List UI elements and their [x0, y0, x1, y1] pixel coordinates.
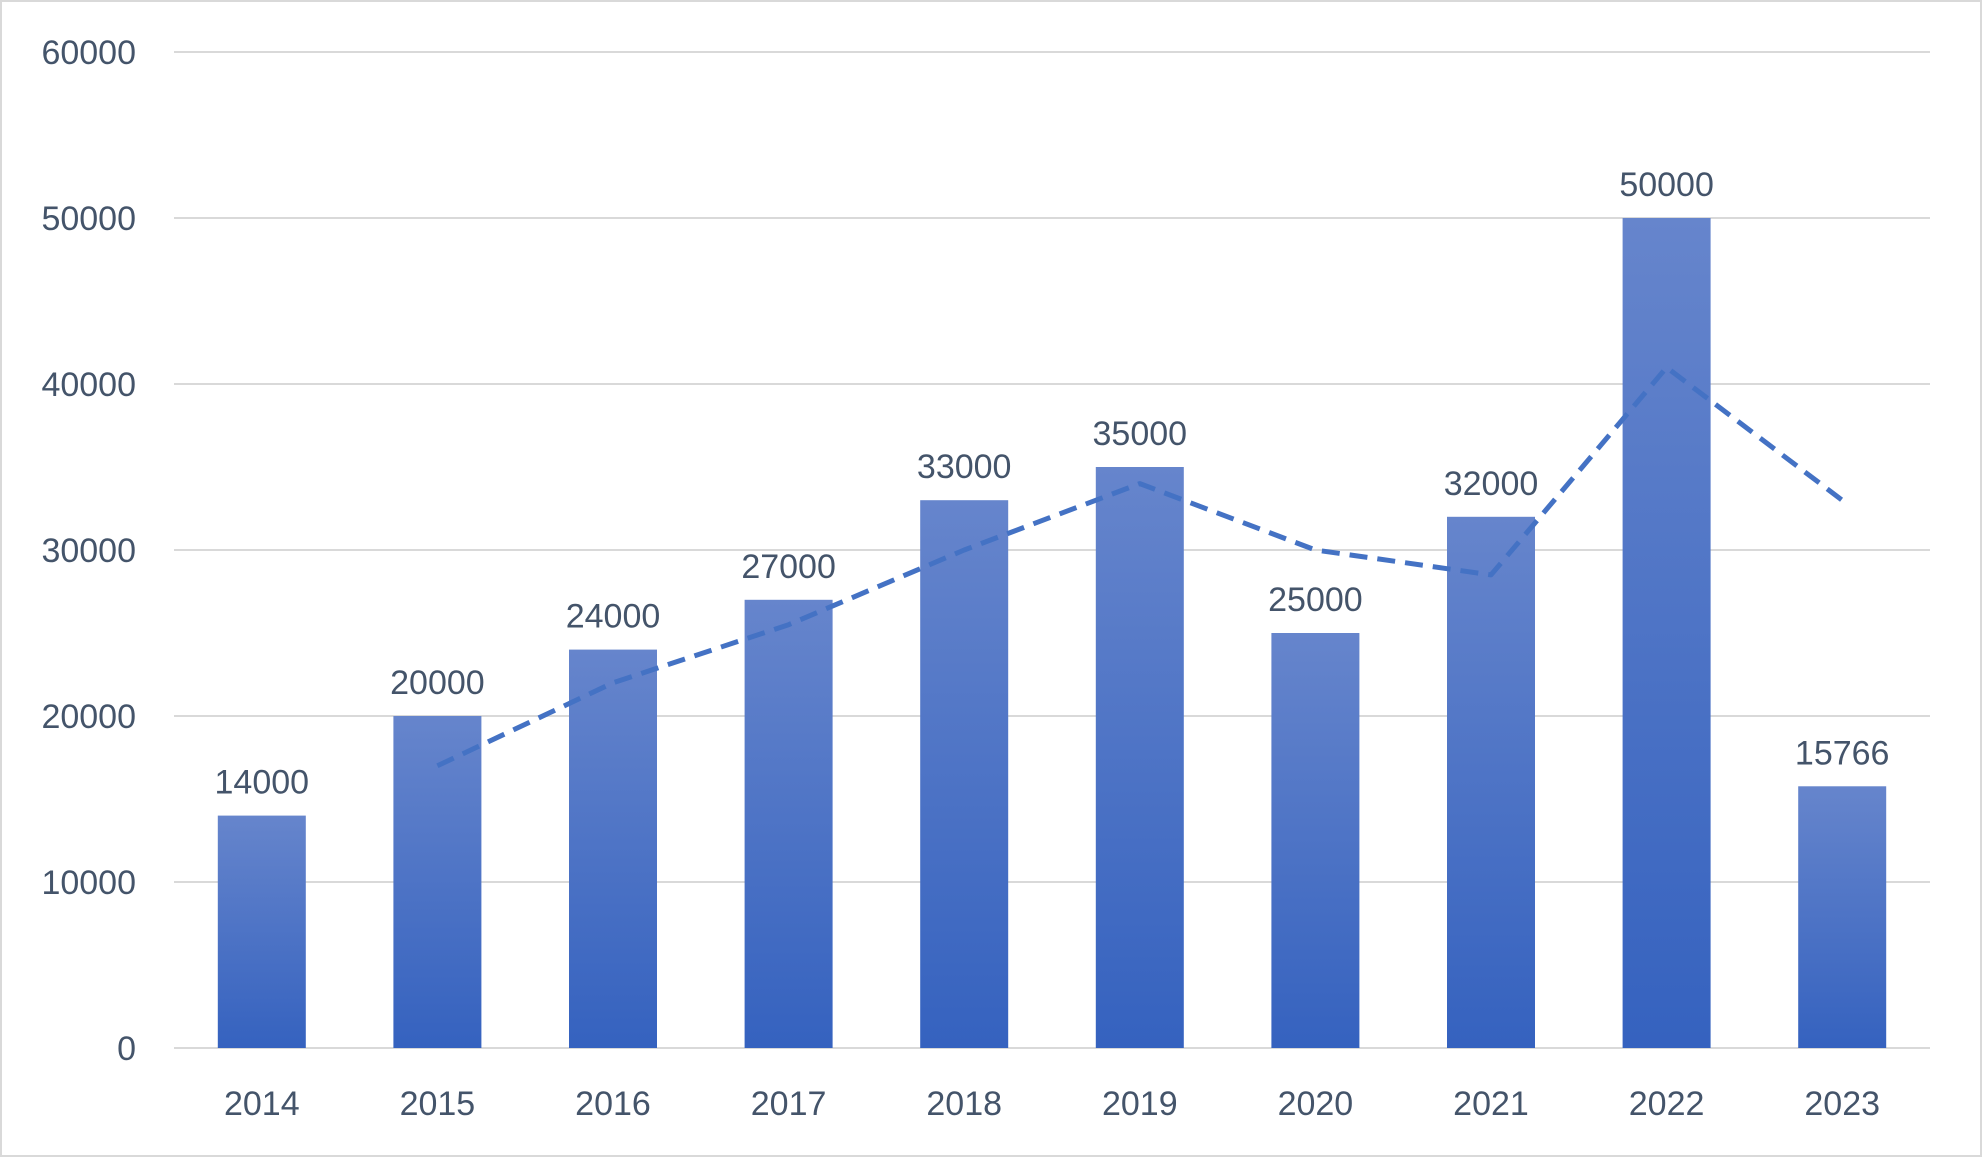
bar-2017 [744, 599, 833, 1048]
y-tick-label: 40000 [41, 366, 136, 404]
data-label: 15766 [1795, 734, 1890, 772]
bar-2016 [569, 649, 657, 1048]
x-tick-label: 2015 [400, 1085, 476, 1123]
data-label: 50000 [1619, 166, 1714, 204]
bar-2014 [217, 815, 306, 1048]
data-label: 14000 [215, 764, 310, 802]
y-tick-label: 10000 [41, 864, 136, 902]
y-axis-tick-labels: 0 10000 20000 30000 40000 50000 60000 [41, 34, 136, 1068]
x-tick-label: 2018 [926, 1085, 1002, 1123]
data-label: 27000 [741, 548, 836, 586]
x-axis-tick-labels: 2014 2015 2016 2017 2018 2019 2020 2021 2022 2023 [224, 1085, 1880, 1123]
x-tick-label: 2020 [1278, 1085, 1354, 1123]
trendline [436, 364, 1844, 769]
x-tick-label: 2023 [1804, 1085, 1880, 1123]
y-tick-label: 20000 [41, 698, 136, 736]
x-tick-label: 2016 [575, 1085, 651, 1123]
bar-2022 [1622, 218, 1711, 1048]
data-label: 35000 [1093, 415, 1188, 453]
y-tick-label: 0 [117, 1030, 136, 1068]
bar-2020 [1271, 633, 1360, 1048]
x-tick-label: 2019 [1102, 1085, 1178, 1123]
bars [217, 218, 1887, 1048]
y-tick-label: 50000 [41, 200, 136, 238]
data-label: 33000 [917, 448, 1012, 486]
x-tick-label: 2021 [1453, 1085, 1529, 1123]
data-label: 32000 [1444, 465, 1539, 503]
bar-2023 [1798, 786, 1887, 1048]
x-tick-label: 2022 [1629, 1085, 1705, 1123]
x-tick-label: 2017 [751, 1085, 827, 1123]
data-labels: 14000 20000 24000 27000 33000 35000 25000 32000… [215, 166, 1890, 802]
bar-2018 [920, 500, 1009, 1048]
data-label: 25000 [1268, 581, 1363, 619]
y-tick-label: 30000 [41, 532, 136, 570]
trendline-layer [436, 364, 1844, 769]
data-label: 20000 [390, 664, 485, 702]
bar-2015 [393, 716, 482, 1048]
x-tick-label: 2014 [224, 1085, 300, 1123]
bar-2021 [1447, 516, 1535, 1048]
y-tick-label: 60000 [41, 34, 136, 72]
data-label: 24000 [566, 598, 661, 636]
bar-2019 [1095, 467, 1184, 1048]
